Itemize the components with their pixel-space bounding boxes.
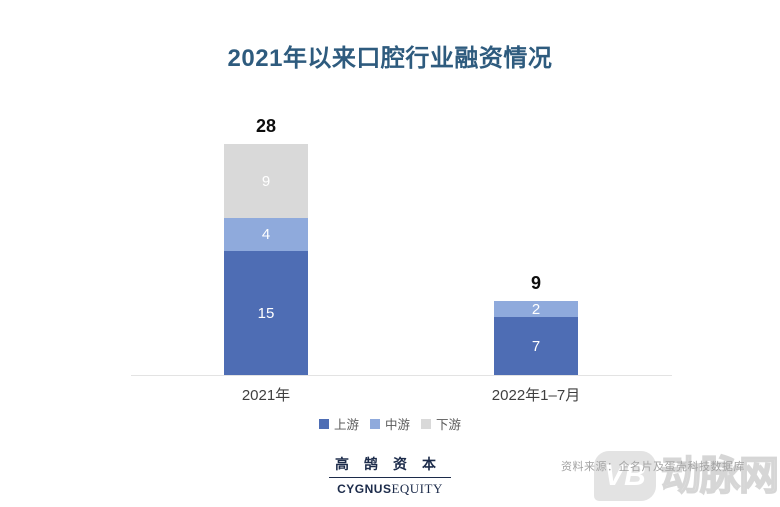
legend-swatch-icon [318,418,329,429]
legend-item-下游: 下游 [421,414,461,433]
logo-en-bold: CYGNUS [337,482,392,496]
legend-item-上游: 上游 [318,414,359,433]
logo-en-serif: EQUITY [391,481,443,496]
cygnus-equity-logo: 高鹄资本 CYGNUSEQUITY [329,454,451,498]
legend-swatch-icon [369,418,380,429]
bar-segment-中游: 2 [494,300,578,318]
legend-label: 上游 [333,418,359,432]
vcbeat-logo-letters: VB [604,459,646,492]
legend-label: 中游 [384,418,410,432]
bar-segment-下游: 9 [224,144,308,219]
bar-segment-上游: 15 [224,251,308,375]
x-axis-line [131,375,672,376]
bar-total-label: 28 [255,116,277,136]
vcbeat-brand-text: 动脉网 [660,453,780,499]
data-source-note: 资料来源：企名片及蛋壳科技数据库 [561,461,745,473]
vcbeat-watermark: VB 动脉网 [594,451,780,501]
logo-chinese-text: 高鹄资本 [329,454,451,478]
bar-segment-中游: 4 [224,218,308,252]
vcbeat-logo-icon: VB [594,451,656,501]
chart-title: 2021年以来口腔行业融资情况 [227,45,553,72]
stacked-bar-1: 9 4 15 [224,144,308,375]
category-label: 2021年 [241,387,291,404]
bar-total-label: 9 [530,272,541,293]
legend-swatch-icon [421,418,431,429]
chart-legend: 上游 中游 下游 [0,414,780,433]
category-label: 2022年1–7月 [491,387,581,404]
legend-label: 下游 [436,418,462,432]
legend-item-中游: 中游 [369,414,410,433]
logo-english-text: CYGNUSEQUITY [329,480,451,498]
bar-segment-上游: 7 [494,317,578,375]
